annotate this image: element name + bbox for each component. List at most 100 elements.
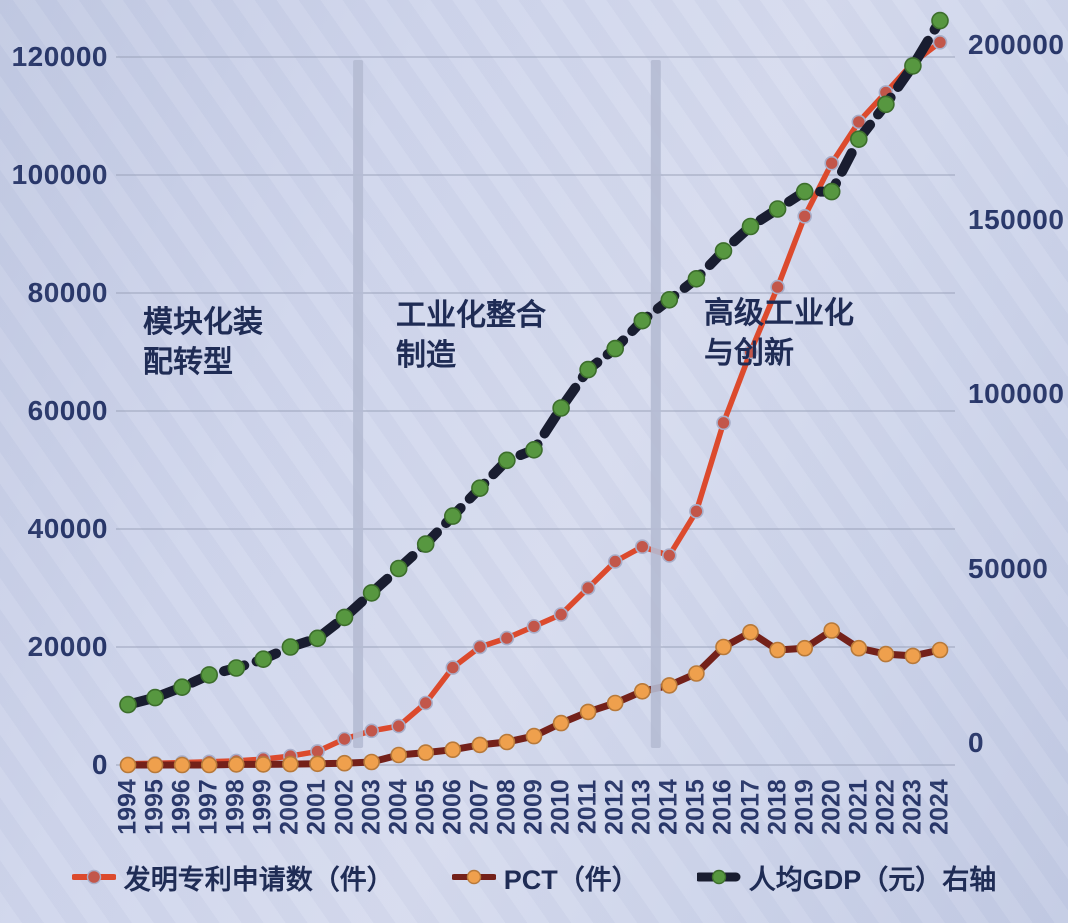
data-point xyxy=(173,678,191,697)
series-line xyxy=(125,39,943,767)
data-point xyxy=(471,479,489,498)
data-point xyxy=(714,242,733,260)
data-point xyxy=(768,200,787,218)
data-point xyxy=(498,733,516,751)
series-PCT（件） xyxy=(119,622,949,774)
data-point xyxy=(580,580,596,596)
gridlines xyxy=(116,56,955,766)
data-point xyxy=(173,756,191,774)
y-left-tick-label: 120000 xyxy=(11,41,108,72)
y-left-tick-label: 80000 xyxy=(27,277,108,308)
data-point xyxy=(743,344,758,360)
data-point xyxy=(823,622,841,639)
annotation-phase-2: 工业化整合 制造 xyxy=(396,299,546,372)
data-point xyxy=(362,584,381,602)
data-point xyxy=(337,731,352,747)
data-point xyxy=(633,311,652,330)
data-point xyxy=(227,659,246,677)
data-point xyxy=(904,57,922,75)
series-发明专利申请数（件） xyxy=(120,34,948,772)
data-point xyxy=(471,736,489,754)
annotation-phase-3: 高级工业化 与创新 xyxy=(704,297,854,370)
gdp-series-swatch-icon xyxy=(696,868,741,886)
y-right-tick-label: 50000 xyxy=(968,552,1049,584)
data-point xyxy=(335,608,354,627)
data-point xyxy=(552,399,570,417)
data-point xyxy=(417,744,435,761)
data-point xyxy=(606,339,625,358)
data-point xyxy=(499,630,515,646)
data-point xyxy=(769,641,786,659)
data-point xyxy=(389,559,408,578)
data-point xyxy=(851,114,867,130)
data-point xyxy=(391,718,407,734)
data-point xyxy=(770,279,785,295)
data-point xyxy=(552,714,570,732)
data-point xyxy=(689,503,704,519)
data-point xyxy=(498,451,516,470)
legend-label-gdp: 人均GDP（元）右轴 xyxy=(748,864,997,895)
data-point xyxy=(526,619,542,634)
data-point xyxy=(715,638,732,656)
data-point xyxy=(633,682,651,700)
y-left-tick-label: 0 xyxy=(91,749,108,780)
legend-item-pct: PCT（件） xyxy=(451,858,639,897)
series-人均GDP（元）右轴 xyxy=(119,11,949,714)
data-point xyxy=(363,753,380,771)
data-point xyxy=(443,507,462,525)
data-point xyxy=(525,440,543,459)
data-point xyxy=(877,95,895,114)
data-point xyxy=(390,746,408,764)
data-point xyxy=(797,209,813,224)
data-point xyxy=(931,641,949,659)
y-left-tick-label: 60000 xyxy=(27,395,108,426)
data-point xyxy=(660,677,678,694)
data-point xyxy=(228,756,245,773)
data-point xyxy=(472,639,488,655)
patent-series-swatch-icon xyxy=(71,868,116,886)
legend-item-patents: 发明专利申请数（件） xyxy=(71,858,394,897)
data-point xyxy=(850,639,868,657)
data-point xyxy=(795,182,814,201)
chart-legend: 发明专利申请数（件） PCT（件） 人均GDP（元）右轴 xyxy=(0,849,1068,905)
data-point xyxy=(200,666,218,684)
data-point xyxy=(254,756,272,773)
series-line xyxy=(124,627,944,769)
data-point xyxy=(579,360,597,379)
y-right-tick-label: 150000 xyxy=(968,203,1065,235)
data-point xyxy=(824,155,840,171)
data-point xyxy=(416,535,435,553)
data-point xyxy=(607,554,623,569)
data-point xyxy=(822,182,841,201)
data-point xyxy=(200,756,218,774)
data-point xyxy=(716,415,731,431)
data-point xyxy=(309,755,326,773)
data-point xyxy=(282,755,299,773)
data-point xyxy=(119,695,137,714)
data-point xyxy=(336,754,353,772)
data-point xyxy=(445,660,461,675)
legend-item-gdp: 人均GDP（元）右轴 xyxy=(696,858,997,897)
data-point xyxy=(444,741,462,759)
data-point xyxy=(525,727,543,745)
pct-series-swatch-icon xyxy=(451,868,496,886)
data-point xyxy=(281,638,300,656)
data-point xyxy=(849,130,868,148)
data-point xyxy=(634,539,650,555)
annotation-phase-1: 模块化装 配转型 xyxy=(143,306,263,379)
y-left-tick-label: 100000 xyxy=(11,159,108,190)
legend-label-patents: 发明专利申请数（件） xyxy=(123,864,394,895)
data-point xyxy=(418,695,434,711)
data-point xyxy=(119,756,137,774)
data-point xyxy=(553,607,569,622)
data-point xyxy=(364,723,379,739)
y-right-tick-label: 200000 xyxy=(968,29,1065,60)
data-point xyxy=(796,639,814,657)
y-right-tick-label: 0 xyxy=(968,727,985,758)
phase-divider-bar xyxy=(353,60,364,748)
y-right-tick-label: 100000 xyxy=(968,378,1065,409)
data-point xyxy=(146,756,164,774)
data-point xyxy=(741,217,760,236)
